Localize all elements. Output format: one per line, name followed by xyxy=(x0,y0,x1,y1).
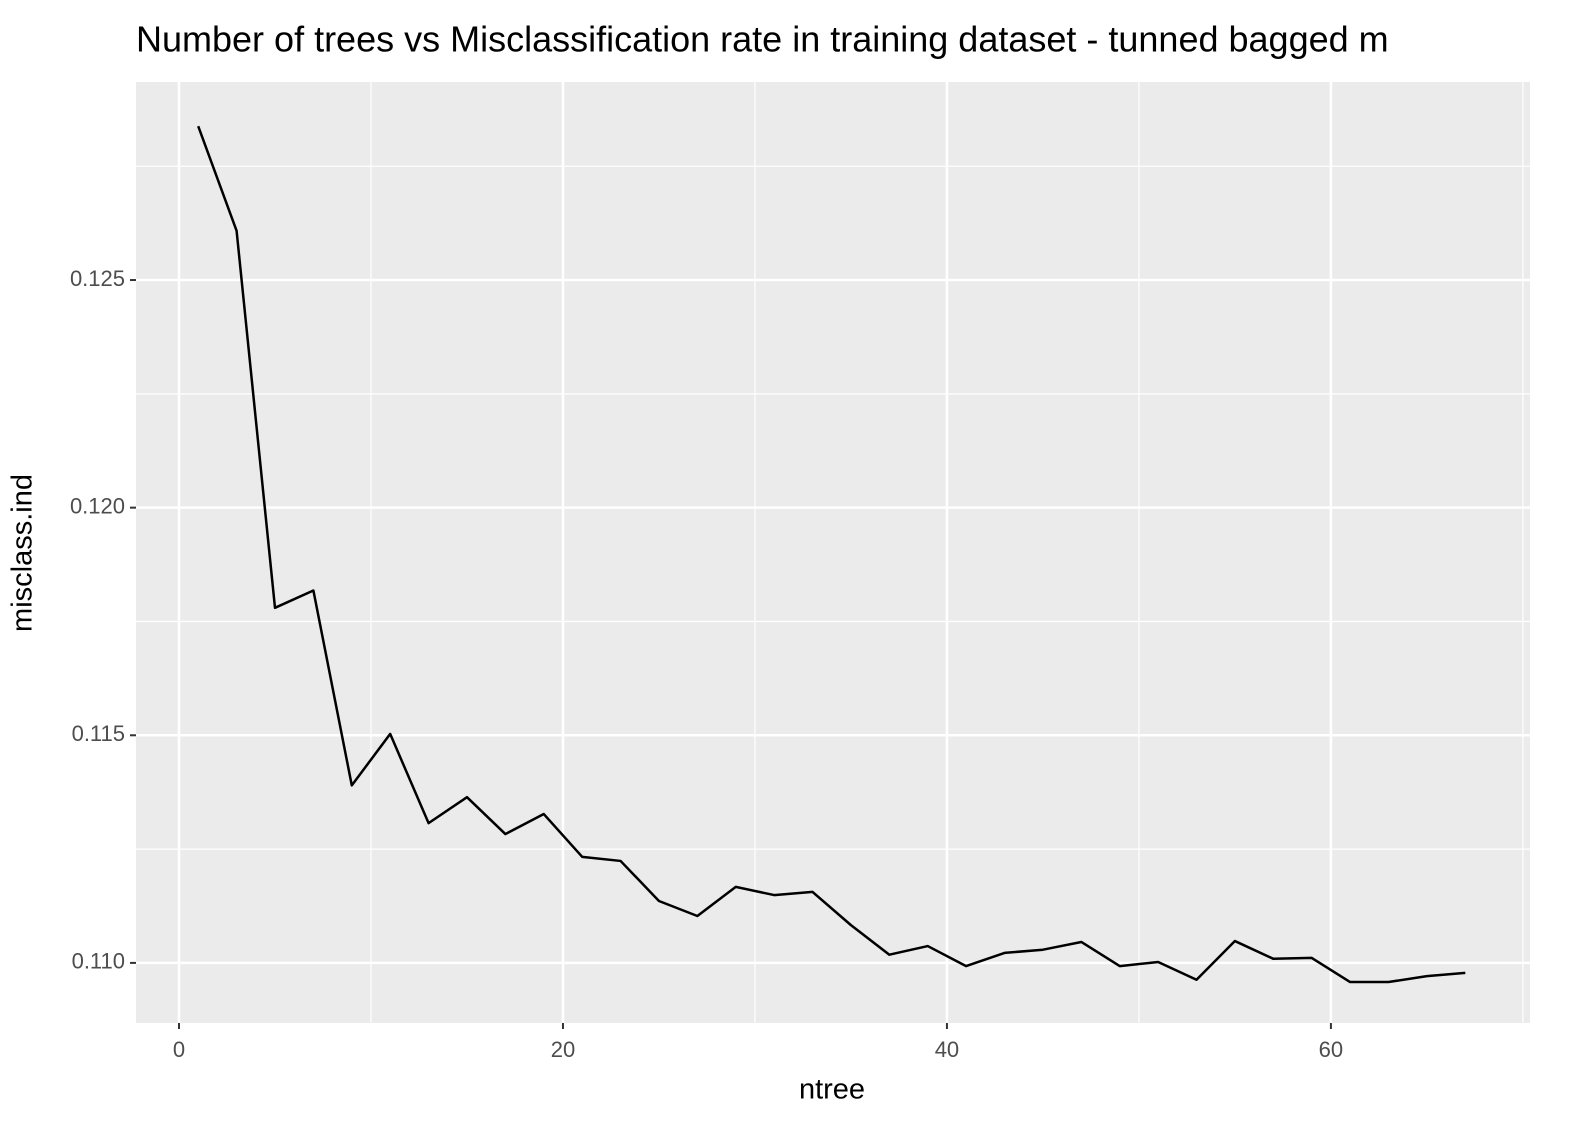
x-axis-label: ntree xyxy=(799,1074,865,1106)
y-tick-label: 0.110 xyxy=(72,949,125,974)
x-tick-label: 40 xyxy=(935,1037,959,1062)
chart-title: Number of trees vs Misclassification rat… xyxy=(136,19,1389,60)
panel xyxy=(136,82,1530,1023)
x-tick-label: 20 xyxy=(551,1037,575,1062)
y-tick-label: 0.115 xyxy=(72,721,125,746)
x-tick-label: 0 xyxy=(173,1037,185,1062)
x-tick-label: 60 xyxy=(1319,1037,1343,1062)
y-axis-label: misclass.ind xyxy=(7,474,39,632)
line xyxy=(197,125,1466,984)
y-tick-label: 0.120 xyxy=(70,493,125,518)
y-tick-label: 0.125 xyxy=(70,266,125,291)
